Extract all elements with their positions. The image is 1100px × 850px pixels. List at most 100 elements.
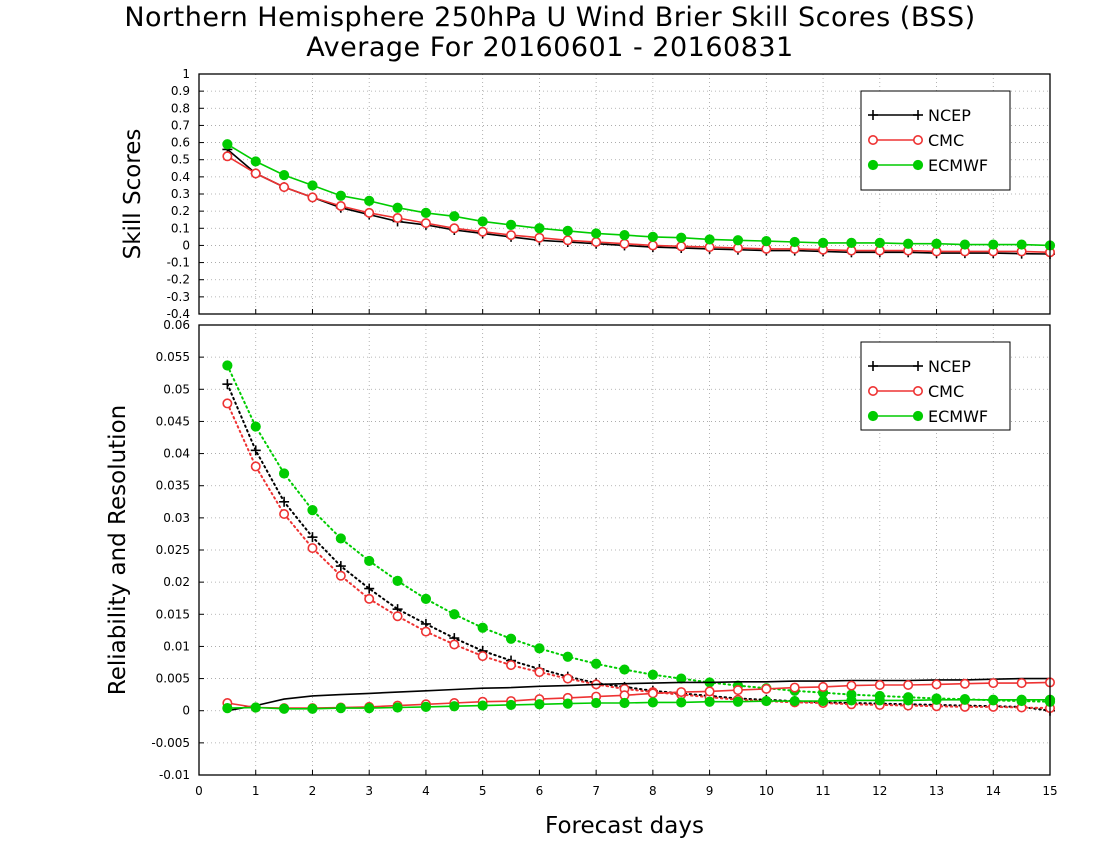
data-point-ecmwf <box>1016 239 1027 250</box>
data-point-ecmwf <box>1016 694 1027 705</box>
legend-marker-cmc <box>867 385 878 396</box>
y-tick-label: 0.3 <box>171 187 190 201</box>
y-axis-label: Reliability and Resolution <box>105 405 131 695</box>
chart-title: Northern Hemisphere 250hPa U Wind Brier … <box>124 2 976 33</box>
data-point-ecmwf <box>647 669 658 680</box>
plot-frame <box>198 324 1051 776</box>
data-point-ecmwf <box>364 703 375 714</box>
data-point-ecmwf <box>931 694 942 705</box>
data-point-ecmwf <box>534 643 545 654</box>
data-point-cmc <box>562 235 573 246</box>
data-point-ecmwf <box>420 701 432 712</box>
x-axis-label: Forecast days <box>545 813 704 839</box>
data-point-cmc <box>534 232 545 243</box>
x-tick-label: 14 <box>986 784 1001 798</box>
data-point-ecmwf <box>988 239 999 250</box>
data-point-ecmwf <box>392 575 403 586</box>
x-tick-label: 15 <box>1042 784 1057 798</box>
y-tick-label: -0.1 <box>167 256 190 270</box>
data-point-ecmwf <box>619 230 630 241</box>
data-point-ecmwf <box>874 237 885 248</box>
y-tick-label: 0.005 <box>156 672 190 686</box>
y-tick-label: 0.025 <box>156 543 190 557</box>
series-ncep-solid <box>227 677 1050 712</box>
series-line-ncep <box>226 383 1051 712</box>
legend-marker-ecmwf <box>867 159 879 171</box>
data-point-ecmwf <box>449 609 460 620</box>
data-point-cmc <box>988 678 999 689</box>
data-point-cmc <box>846 680 857 691</box>
plot-frame <box>198 73 1051 315</box>
y-tick-label: 0.035 <box>156 479 190 493</box>
data-point-ecmwf <box>505 633 517 644</box>
legend-marker-ecmwf <box>912 410 924 422</box>
data-point-ecmwf <box>222 360 233 371</box>
data-point-ecmwf <box>562 225 573 236</box>
y-axis-label: Skill Scores <box>120 129 146 260</box>
legend-marker-ecmwf <box>912 159 924 171</box>
y-tick-label: 0.045 <box>156 414 190 428</box>
data-point-ecmwf <box>250 156 261 167</box>
data-point-ecmwf <box>279 170 290 181</box>
y-tick-label: 0.02 <box>163 575 190 589</box>
legend-label-ecmwf: ECMWF <box>928 407 988 426</box>
data-point-cmc <box>364 207 375 218</box>
data-point-cmc <box>676 687 687 698</box>
y-tick-label: 0.04 <box>163 447 190 461</box>
data-point-ecmwf <box>619 697 630 709</box>
data-point-cmc <box>307 192 318 203</box>
series-ecmwf-solid <box>222 139 1056 251</box>
data-point-ecmwf <box>959 239 971 250</box>
y-tick-label: 0.05 <box>163 382 190 396</box>
data-point-cmc <box>250 461 261 472</box>
data-point-ecmwf <box>420 593 432 604</box>
data-point-ecmwf <box>817 695 829 707</box>
series-ecmwf-solid <box>222 694 1056 714</box>
legend-label-cmc: CMC <box>928 131 964 150</box>
data-point-cmc <box>562 673 573 684</box>
data-point-ecmwf <box>335 190 346 201</box>
data-point-ecmwf <box>846 237 857 248</box>
data-point-ecmwf <box>222 139 233 150</box>
data-point-ecmwf <box>647 231 658 242</box>
data-point-ecmwf <box>676 232 687 243</box>
data-point-ecmwf <box>931 238 942 249</box>
data-point-ecmwf <box>505 219 517 230</box>
y-tick-label: 0.01 <box>163 639 190 653</box>
y-tick-label: 0.8 <box>171 101 190 115</box>
legend-label-ncep: NCEP <box>928 106 971 125</box>
data-point-ecmwf <box>676 697 687 708</box>
data-point-cmc <box>420 626 431 637</box>
data-point-ecmwf <box>392 702 403 713</box>
data-point-cmc <box>477 226 488 237</box>
legend-marker-cmc <box>912 385 923 396</box>
y-tick-label: 0 <box>182 704 190 718</box>
x-tick-label: 11 <box>815 784 830 798</box>
series-cmc-solid <box>222 151 1056 258</box>
data-point-cmc <box>449 223 460 234</box>
data-point-cmc <box>534 667 545 678</box>
y-tick-label: 0.9 <box>171 84 190 98</box>
data-point-ecmwf <box>534 699 545 710</box>
data-point-cmc <box>335 201 346 212</box>
data-point-ecmwf <box>732 696 744 707</box>
data-point-ecmwf <box>307 505 318 516</box>
legend-label-ecmwf: ECMWF <box>928 156 988 175</box>
x-tick-label: 4 <box>422 784 430 798</box>
data-point-ecmwf <box>591 228 602 239</box>
data-point-cmc <box>591 237 602 248</box>
x-tick-label: 0 <box>195 784 203 798</box>
data-point-ecmwf <box>647 697 658 708</box>
data-point-ecmwf <box>562 698 573 709</box>
x-tick-label: 13 <box>929 784 944 798</box>
data-point-ecmwf <box>392 202 403 213</box>
data-point-cmc <box>676 241 687 252</box>
data-point-ecmwf <box>988 694 999 705</box>
data-point-ecmwf <box>250 702 261 713</box>
data-point-cmc <box>222 398 233 409</box>
y-tick-label: 0.7 <box>171 118 190 132</box>
data-point-ecmwf <box>903 695 914 706</box>
legend-label-ncep: NCEP <box>928 357 971 376</box>
data-point-cmc <box>506 660 517 671</box>
